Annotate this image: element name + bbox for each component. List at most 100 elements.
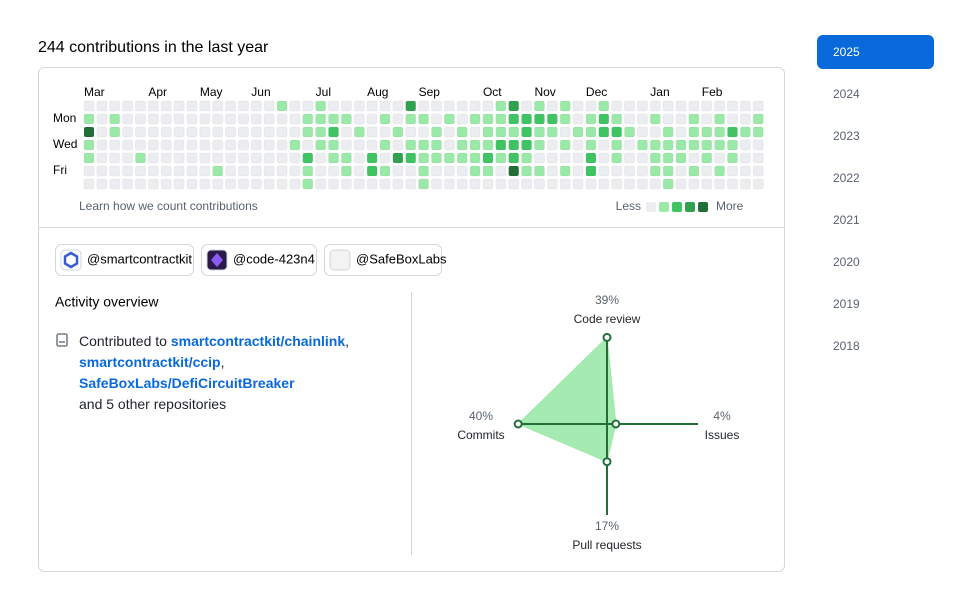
contribution-cell bbox=[263, 113, 275, 125]
contribution-cell bbox=[379, 152, 391, 164]
year-button[interactable]: 2022 bbox=[833, 171, 860, 185]
learn-link[interactable]: Learn how we count contributions bbox=[79, 199, 258, 213]
contribution-cell bbox=[559, 152, 571, 164]
month-label: Aug bbox=[367, 85, 388, 99]
org-chip[interactable] bbox=[201, 244, 317, 276]
contribution-cell bbox=[186, 113, 198, 125]
repo-link[interactable]: smartcontractkit/ccip bbox=[79, 354, 221, 370]
contribution-cell bbox=[688, 139, 700, 151]
contribution-cell bbox=[572, 178, 584, 190]
year-button[interactable]: 2023 bbox=[833, 129, 860, 143]
contribution-cell bbox=[675, 165, 687, 177]
contribution-cell bbox=[688, 100, 700, 112]
contribution-cell bbox=[340, 126, 352, 138]
year-button[interactable]: 2025 bbox=[833, 45, 860, 59]
radar-value-label: 40% bbox=[469, 409, 493, 423]
contribution-cell bbox=[237, 100, 249, 112]
contribution-cell bbox=[212, 152, 224, 164]
contribution-cell bbox=[469, 152, 481, 164]
contribution-cell bbox=[109, 100, 121, 112]
month-label: Sep bbox=[419, 85, 441, 99]
contribution-cell bbox=[688, 178, 700, 190]
contribution-cell bbox=[302, 152, 314, 164]
year-button[interactable]: 2024 bbox=[833, 87, 860, 101]
contribution-cell bbox=[533, 126, 545, 138]
contribution-cell bbox=[186, 100, 198, 112]
legend-less: Less bbox=[616, 199, 641, 213]
contribution-cell bbox=[469, 113, 481, 125]
contribution-cell bbox=[521, 139, 533, 151]
contribution-cell bbox=[392, 100, 404, 112]
repo-icon bbox=[56, 333, 68, 347]
contribution-cell bbox=[340, 139, 352, 151]
radar-value-label: 17% bbox=[595, 519, 619, 533]
radar-category-label: Pull requests bbox=[572, 538, 641, 552]
org-chip[interactable] bbox=[55, 244, 194, 276]
contribution-cell bbox=[83, 178, 95, 190]
contribution-cell bbox=[199, 126, 211, 138]
month-label: Apr bbox=[148, 85, 167, 99]
contribution-cell bbox=[212, 178, 224, 190]
contribution-cell bbox=[727, 100, 738, 112]
contribution-cell bbox=[405, 178, 417, 190]
contribution-cell bbox=[134, 100, 146, 112]
contribution-cell bbox=[199, 100, 211, 112]
contribution-cell bbox=[611, 126, 623, 138]
contribution-cell bbox=[495, 139, 507, 151]
contribution-cell bbox=[340, 178, 352, 190]
contribution-cell bbox=[752, 139, 764, 151]
contribution-cell bbox=[662, 100, 674, 112]
contribution-cell bbox=[250, 152, 262, 164]
contribution-cell bbox=[585, 113, 597, 125]
contribution-cell bbox=[418, 100, 430, 112]
contribution-cell bbox=[328, 139, 340, 151]
contribution-cell bbox=[701, 126, 713, 138]
contribution-cell bbox=[366, 126, 378, 138]
contribution-cell bbox=[379, 100, 391, 112]
year-button[interactable]: 2018 bbox=[833, 339, 860, 353]
contribution-cell bbox=[495, 165, 507, 177]
contribution-cell bbox=[559, 126, 571, 138]
contribution-cell bbox=[508, 139, 520, 151]
contribution-cell bbox=[173, 113, 185, 125]
year-button[interactable]: 2019 bbox=[833, 297, 860, 311]
contribution-cell bbox=[122, 100, 134, 112]
contribution-cell bbox=[134, 165, 146, 177]
year-button-active[interactable] bbox=[817, 35, 934, 69]
month-label: Nov bbox=[534, 85, 555, 99]
contribution-cell bbox=[611, 165, 623, 177]
contribution-cell bbox=[160, 178, 172, 190]
contribution-cell bbox=[430, 165, 442, 177]
contribution-cell bbox=[611, 100, 623, 112]
repo-link[interactable]: SafeBoxLabs/DefiCircuitBreaker bbox=[79, 375, 295, 391]
contribution-cell bbox=[443, 139, 455, 151]
contribution-cell bbox=[276, 100, 288, 112]
contribution-cell bbox=[109, 152, 121, 164]
contribution-cell bbox=[315, 139, 327, 151]
contribution-cell bbox=[237, 165, 249, 177]
contribution-cell bbox=[585, 152, 597, 164]
contribution-cell bbox=[147, 100, 159, 112]
contribution-cell bbox=[662, 152, 674, 164]
contribution-cell bbox=[160, 100, 172, 112]
contribution-cell bbox=[83, 165, 95, 177]
repo-link[interactable]: smartcontractkit/chainlink bbox=[170, 333, 346, 349]
contribution-cell bbox=[289, 178, 301, 190]
contribution-cell bbox=[109, 126, 121, 138]
contribution-cell bbox=[675, 126, 687, 138]
contribution-cell bbox=[83, 126, 95, 138]
separator: , bbox=[345, 333, 350, 349]
org-chip[interactable] bbox=[324, 244, 442, 276]
contribution-cell bbox=[147, 139, 159, 151]
month-label: Oct bbox=[483, 85, 502, 99]
contribution-cell bbox=[585, 139, 597, 151]
year-button[interactable]: 2021 bbox=[833, 213, 860, 227]
contribution-cell bbox=[624, 178, 636, 190]
radar-value-label: 4% bbox=[713, 409, 731, 423]
contribution-cell bbox=[739, 152, 751, 164]
year-button[interactable]: 2020 bbox=[833, 255, 860, 269]
contribution-cell bbox=[276, 152, 288, 164]
contribution-cell bbox=[727, 178, 738, 190]
contribution-cell bbox=[701, 165, 713, 177]
contribution-cell bbox=[546, 165, 558, 177]
